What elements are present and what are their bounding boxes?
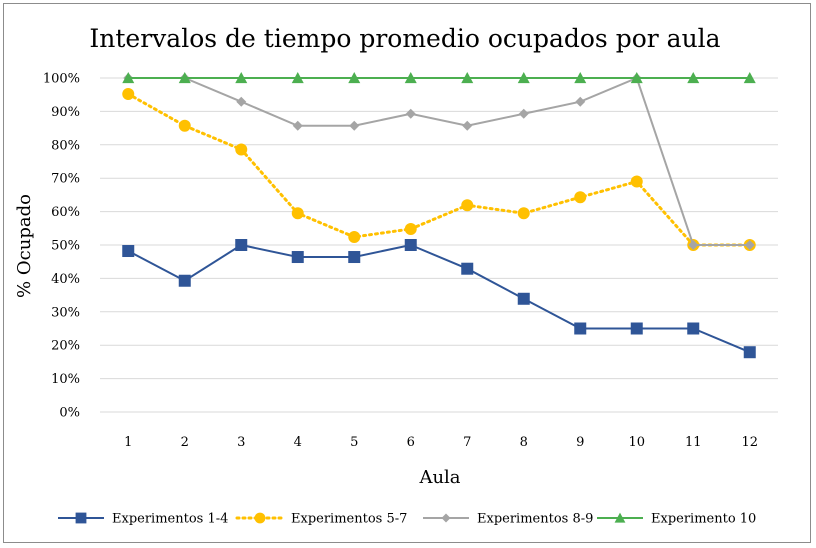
data-point	[461, 199, 474, 212]
y-tick-label: 10%	[51, 372, 80, 387]
data-point	[687, 322, 700, 335]
data-point	[462, 120, 473, 131]
y-tick-label: 30%	[51, 305, 80, 320]
series-line	[126, 92, 752, 247]
x-tick-label: 8	[520, 435, 528, 450]
legend: Experimentos 1-4 Experimentos 5-7 Experime…	[58, 512, 756, 527]
data-point	[235, 239, 248, 251]
data-point	[744, 240, 755, 250]
data-point	[687, 72, 700, 84]
y-tick-label: 80%	[51, 138, 80, 153]
series-group	[122, 72, 756, 359]
x-tick-label: 10	[628, 435, 645, 450]
data-point	[517, 207, 530, 220]
legend-label: Experimentos 5-7	[291, 512, 407, 527]
legend-marker	[75, 512, 87, 524]
x-tick-label: 2	[181, 435, 189, 450]
x-tick-label: 9	[576, 435, 584, 450]
data-point	[178, 72, 191, 84]
x-tick-label: 7	[463, 435, 471, 450]
data-point	[404, 72, 417, 84]
legend-label: Experimentos 8-9	[477, 512, 593, 527]
data-point	[630, 72, 643, 84]
data-point	[404, 239, 417, 251]
legend-item: Experimentos 1-4	[58, 512, 228, 527]
data-point	[178, 119, 191, 132]
data-point	[461, 72, 474, 84]
legend-marker	[614, 512, 626, 523]
data-point	[348, 72, 361, 84]
y-tick-label: 50%	[51, 239, 80, 254]
data-point	[291, 251, 304, 264]
legend-item: Experimento 10	[597, 512, 756, 527]
data-point	[235, 143, 248, 156]
chart-title: Intervalos de tiempo promedio ocupados p…	[89, 24, 720, 53]
data-point	[743, 346, 756, 359]
y-tick-label: 70%	[51, 172, 80, 187]
series-1	[122, 239, 756, 359]
legend-item: Experimentos 5-7	[235, 512, 407, 527]
y-tick-label: 0%	[59, 406, 80, 421]
data-point	[122, 245, 135, 258]
x-tick-label: 5	[350, 435, 358, 450]
legend-marker	[441, 513, 451, 523]
data-point	[349, 120, 360, 131]
data-point	[574, 322, 587, 335]
data-point	[574, 72, 587, 84]
data-point	[405, 108, 416, 119]
data-point	[291, 72, 304, 84]
x-tick-label: 1	[124, 435, 132, 450]
data-point	[688, 240, 699, 250]
data-point	[404, 222, 417, 235]
data-point	[574, 191, 587, 204]
x-tick-label: 12	[741, 435, 758, 450]
data-point	[630, 322, 643, 335]
x-tick-label: 11	[685, 435, 702, 450]
data-point	[122, 72, 135, 84]
x-tick-label: 4	[294, 435, 302, 450]
data-point	[236, 96, 247, 107]
series-4	[122, 72, 756, 84]
legend-label: Experimento 10	[651, 512, 756, 527]
y-axis-title: % Ocupado	[14, 194, 35, 298]
data-point	[122, 88, 135, 101]
legend-item: Experimentos 8-9	[423, 512, 593, 527]
series-line	[127, 243, 751, 354]
data-point	[178, 274, 191, 287]
data-point	[517, 292, 530, 305]
chart-frame	[3, 3, 811, 543]
data-point	[630, 175, 643, 188]
x-axis-title: Aula	[418, 467, 460, 488]
legend-marker	[254, 512, 266, 524]
y-tick-label: 90%	[51, 105, 80, 120]
y-tick-label: 60%	[51, 205, 80, 220]
data-point	[517, 72, 530, 84]
data-point	[292, 120, 303, 131]
series-3	[123, 73, 755, 250]
series-line	[128, 76, 750, 246]
y-tick-label: 100%	[43, 72, 80, 87]
x-axis-ticks: 1 2 3 4 5 6 7 8 9 10 11 12	[124, 435, 758, 450]
series-2	[122, 88, 756, 251]
gridlines	[100, 77, 778, 413]
data-point	[348, 230, 361, 243]
legend-label: Experimentos 1-4	[112, 512, 228, 527]
data-point	[575, 96, 586, 107]
y-axis-ticks: 0% 10% 20% 30% 40% 50% 60% 70% 80% 90% 100%	[43, 72, 80, 421]
y-tick-label: 20%	[51, 339, 80, 354]
y-tick-label: 40%	[51, 272, 80, 287]
data-point	[235, 72, 248, 84]
data-point	[743, 72, 756, 84]
data-point	[291, 207, 304, 220]
data-point	[518, 108, 529, 119]
x-tick-label: 3	[237, 435, 245, 450]
x-tick-label: 6	[407, 435, 415, 450]
data-point	[461, 262, 474, 275]
data-point	[348, 251, 361, 264]
